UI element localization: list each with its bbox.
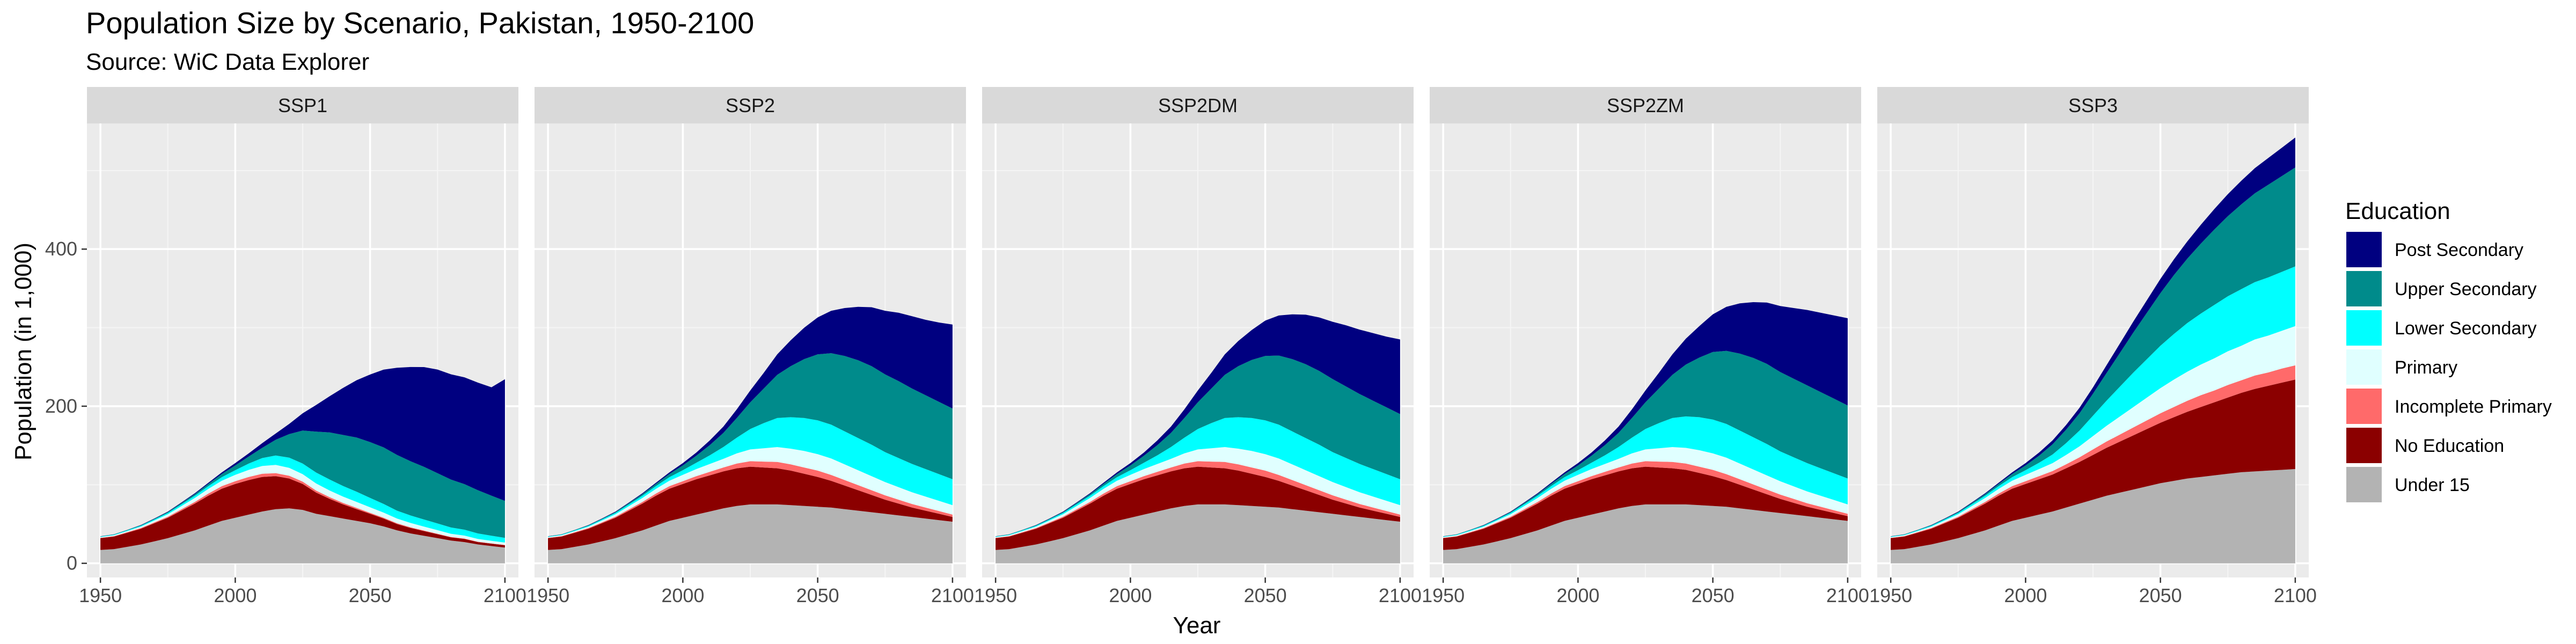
legend-key-under-15 bbox=[2346, 467, 2382, 502]
area-primary-ssp3 bbox=[1891, 326, 2295, 538]
area-under-15-ssp2zm bbox=[1443, 504, 1848, 564]
legend-label-under-15: Under 15 bbox=[2395, 475, 2470, 495]
x-tick-label: 2100 bbox=[931, 584, 974, 606]
x-tick-label: 2050 bbox=[2139, 584, 2182, 606]
facet-strip bbox=[87, 87, 518, 123]
x-tick-label: 2000 bbox=[214, 584, 257, 606]
legend-label-post-secondary: Post Secondary bbox=[2395, 240, 2523, 260]
legend-label-upper-secondary: Upper Secondary bbox=[2395, 279, 2537, 299]
area-under-15-ssp1 bbox=[100, 508, 505, 564]
x-tick-label: 1950 bbox=[79, 584, 122, 606]
legend-key-upper-secondary bbox=[2346, 271, 2382, 306]
area-lower-secondary-ssp2zm bbox=[1443, 416, 1848, 537]
area-lower-secondary-ssp2dm bbox=[996, 417, 1400, 537]
chart-title: Population Size by Scenario, Pakistan, 1… bbox=[86, 6, 754, 40]
facet-label-ssp2dm: SSP2DM bbox=[1158, 94, 1238, 116]
area-under-15-ssp3 bbox=[1891, 469, 2295, 564]
area-lower-secondary-ssp1 bbox=[100, 455, 505, 543]
x-tick-label: 1950 bbox=[974, 584, 1017, 606]
legend-key-no-education bbox=[2346, 428, 2382, 463]
panel-ssp2: SSP2 1950 2000 2050 2100 bbox=[526, 87, 974, 606]
area-no-education-ssp2dm bbox=[996, 466, 1400, 550]
facet-label-ssp3: SSP3 bbox=[2068, 94, 2118, 116]
y-tick-label: 400 bbox=[45, 238, 77, 260]
x-tick-label: 2050 bbox=[349, 584, 392, 606]
area-post-secondary-ssp2 bbox=[548, 306, 953, 537]
legend-label-incomplete-primary: Incomplete Primary bbox=[2395, 397, 2552, 417]
x-tick-label: 2100 bbox=[1379, 584, 1422, 606]
x-tick-label: 2000 bbox=[661, 584, 704, 606]
facet-label-ssp1: SSP1 bbox=[278, 94, 327, 116]
x-tick-label: 2050 bbox=[1692, 584, 1735, 606]
facet-strip bbox=[535, 87, 966, 123]
x-tick-label: 2100 bbox=[2274, 584, 2317, 606]
legend-label-no-education: No Education bbox=[2395, 436, 2504, 456]
x-tick-label: 2050 bbox=[1244, 584, 1287, 606]
y-axis-title: Population (in 1,000) bbox=[10, 243, 36, 460]
area-under-15-ssp2 bbox=[548, 504, 953, 564]
x-tick-label: 2000 bbox=[1109, 584, 1152, 606]
legend-key-lower-secondary bbox=[2346, 310, 2382, 346]
panel-ssp3: SSP3 1950 2000 2050 2100 bbox=[1869, 87, 2317, 606]
x-tick-label: 2100 bbox=[484, 584, 526, 606]
legend-key-incomplete-primary bbox=[2346, 389, 2382, 424]
facet-strip bbox=[1430, 87, 1861, 123]
x-tick-label: 1950 bbox=[1422, 584, 1465, 606]
facet-strip bbox=[982, 87, 1414, 123]
x-tick-label: 2050 bbox=[796, 584, 839, 606]
area-primary-ssp1 bbox=[100, 465, 505, 545]
legend-key-post-secondary bbox=[2346, 232, 2382, 267]
panels: SSP1 1950 2000 2050 2100 0 200 400 SSP2 1950 2000 2… bbox=[45, 87, 2317, 606]
legend-title: Education bbox=[2345, 198, 2450, 224]
area-lower-secondary-ssp2 bbox=[548, 417, 953, 537]
area-upper-secondary-ssp2zm bbox=[1443, 350, 1848, 537]
area-primary-ssp2dm bbox=[996, 447, 1400, 538]
chart-subtitle: Source: WiC Data Explorer bbox=[86, 49, 369, 75]
area-post-secondary-ssp1 bbox=[100, 367, 505, 537]
legend-key-primary bbox=[2346, 349, 2382, 385]
area-post-secondary-ssp2dm bbox=[996, 314, 1400, 537]
area-incomplete-primary-ssp3 bbox=[1891, 365, 2295, 538]
area-no-education-ssp1 bbox=[100, 476, 505, 550]
facet-label-ssp2zm: SSP2ZM bbox=[1607, 94, 1684, 116]
x-tick-label: 2000 bbox=[2004, 584, 2047, 606]
facet-strip bbox=[1877, 87, 2309, 123]
legend: Education Post Secondary Upper Secondary L… bbox=[2345, 198, 2552, 502]
area-upper-secondary-ssp1 bbox=[100, 430, 505, 538]
area-no-education-ssp2zm bbox=[1443, 466, 1848, 550]
legend-label-primary: Primary bbox=[2395, 357, 2457, 378]
x-axis-title: Year bbox=[1173, 612, 1221, 639]
panel-ssp2zm: SSP2ZM 1950 2000 2050 2100 bbox=[1422, 87, 1869, 606]
area-upper-secondary-ssp3 bbox=[1891, 167, 2295, 537]
area-upper-secondary-ssp2dm bbox=[996, 355, 1400, 537]
x-tick-label: 2100 bbox=[1826, 584, 1869, 606]
area-primary-ssp2 bbox=[548, 447, 953, 538]
area-primary-ssp2zm bbox=[1443, 447, 1848, 538]
panel-ssp1: SSP1 1950 2000 2050 2100 0 200 400 bbox=[45, 87, 526, 606]
area-upper-secondary-ssp2 bbox=[548, 353, 953, 537]
area-lower-secondary-ssp3 bbox=[1891, 266, 2295, 537]
y-tick-label: 200 bbox=[45, 395, 77, 417]
area-no-education-ssp3 bbox=[1891, 379, 2295, 550]
y-tick-label: 0 bbox=[67, 552, 77, 574]
area-post-secondary-ssp2zm bbox=[1443, 302, 1848, 537]
area-under-15-ssp2dm bbox=[996, 504, 1400, 564]
x-tick-label: 1950 bbox=[526, 584, 569, 606]
x-tick-label: 2000 bbox=[1556, 584, 1599, 606]
x-tick-label: 1950 bbox=[1869, 584, 1912, 606]
area-no-education-ssp2 bbox=[548, 466, 953, 550]
panel-ssp2dm: SSP2DM 1950 2000 2050 2100 bbox=[974, 87, 1422, 606]
area-post-secondary-ssp3 bbox=[1891, 137, 2295, 537]
facet-label-ssp2: SSP2 bbox=[726, 94, 775, 116]
legend-label-lower-secondary: Lower Secondary bbox=[2395, 318, 2537, 339]
